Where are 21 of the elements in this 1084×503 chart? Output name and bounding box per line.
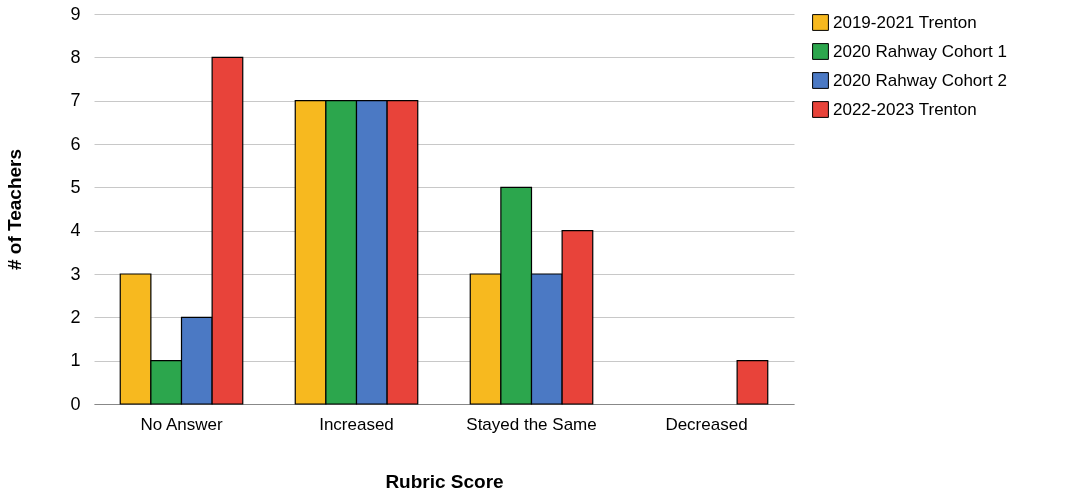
y-tick-label: 8 (70, 46, 81, 67)
legend-label: 2019-2021 Trenton (833, 12, 977, 32)
y-tick-label: 9 (70, 3, 81, 24)
x-tick-label: Stayed the Same (466, 414, 597, 434)
y-tick-label: 0 (70, 393, 81, 414)
y-tick-label: 1 (70, 350, 81, 371)
x-axis-title: Rubric Score (385, 470, 504, 492)
x-tick-label: No Answer (140, 414, 223, 434)
y-tick-label: 5 (70, 176, 81, 197)
bar (736, 360, 769, 405)
legend-label: 2020 Rahway Cohort 1 (833, 41, 1007, 61)
y-tick-label: 3 (70, 263, 81, 284)
y-tick-label: 7 (70, 90, 81, 111)
y-tick-label: 2 (70, 306, 81, 327)
legend-label: 2020 Rahway Cohort 2 (833, 70, 1007, 90)
x-tick-label: Decreased (665, 414, 748, 434)
y-axis-title: # of Teachers (4, 148, 26, 271)
x-tick-label: Increased (319, 414, 394, 434)
y-tick-label: 6 (70, 133, 81, 154)
y-tick-label: 4 (70, 220, 81, 241)
legend-label: 2022-2023 Trenton (833, 99, 977, 119)
